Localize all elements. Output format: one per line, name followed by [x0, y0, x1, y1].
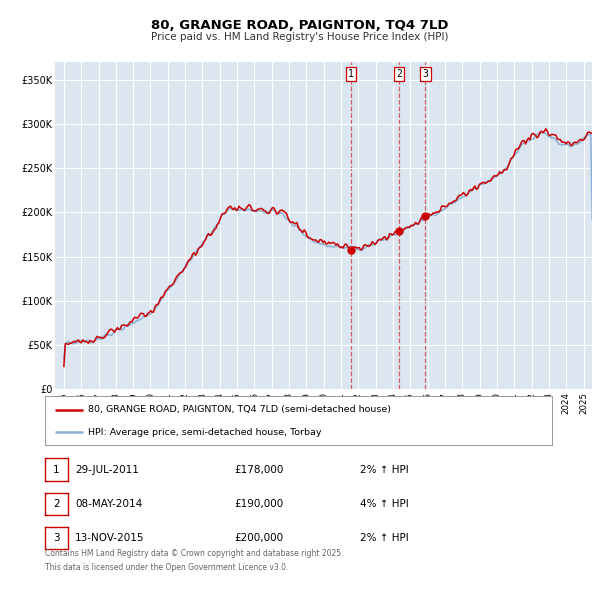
- Text: 2% ↑ HPI: 2% ↑ HPI: [360, 533, 409, 543]
- Text: 2: 2: [396, 69, 402, 79]
- Text: £200,000: £200,000: [234, 533, 283, 543]
- Text: 3: 3: [422, 69, 428, 79]
- Text: This data is licensed under the Open Government Licence v3.0.: This data is licensed under the Open Gov…: [45, 563, 289, 572]
- Text: 4% ↑ HPI: 4% ↑ HPI: [360, 499, 409, 509]
- Text: 80, GRANGE ROAD, PAIGNTON, TQ4 7LD (semi-detached house): 80, GRANGE ROAD, PAIGNTON, TQ4 7LD (semi…: [88, 405, 391, 414]
- Text: £190,000: £190,000: [234, 499, 283, 509]
- Text: 1: 1: [348, 69, 354, 79]
- Text: 2: 2: [53, 499, 60, 509]
- Text: 80, GRANGE ROAD, PAIGNTON, TQ4 7LD: 80, GRANGE ROAD, PAIGNTON, TQ4 7LD: [151, 19, 449, 32]
- Bar: [351, 62, 425, 389]
- Text: 3: 3: [53, 533, 60, 543]
- Text: 13-NOV-2015: 13-NOV-2015: [75, 533, 145, 543]
- Text: 08-MAY-2014: 08-MAY-2014: [75, 499, 142, 509]
- Text: 29-JUL-2011: 29-JUL-2011: [75, 465, 139, 474]
- Text: 1: 1: [53, 465, 60, 474]
- Text: Price paid vs. HM Land Registry's House Price Index (HPI): Price paid vs. HM Land Registry's House …: [151, 32, 449, 42]
- Text: 2% ↑ HPI: 2% ↑ HPI: [360, 465, 409, 474]
- Text: £178,000: £178,000: [234, 465, 283, 474]
- Text: HPI: Average price, semi-detached house, Torbay: HPI: Average price, semi-detached house,…: [88, 428, 322, 437]
- Text: Contains HM Land Registry data © Crown copyright and database right 2025.: Contains HM Land Registry data © Crown c…: [45, 549, 343, 558]
